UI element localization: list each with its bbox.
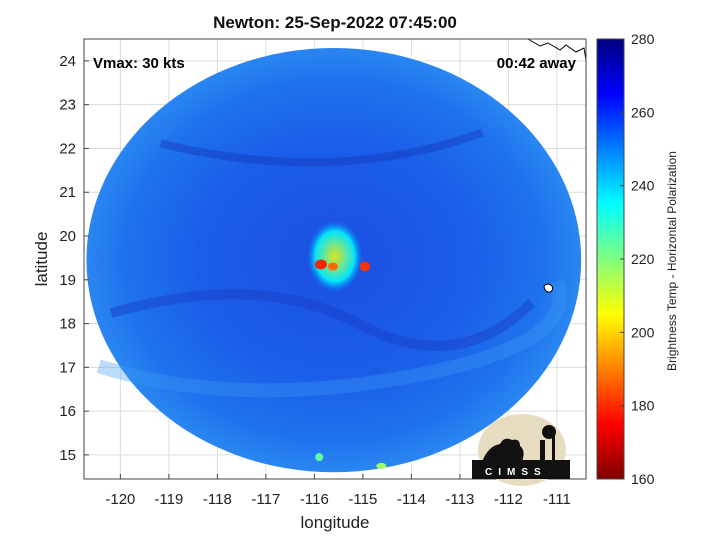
vmax-annotation: Vmax: 30 kts	[93, 55, 185, 72]
storm-core-cell	[327, 262, 338, 271]
storm-core-cell	[359, 261, 370, 272]
colorbar-tick-label: 160	[631, 471, 655, 487]
x-tick-label: -113	[445, 491, 474, 508]
storm-core-cell	[314, 259, 327, 270]
x-tick-label: -111	[543, 491, 571, 508]
colorbar-tick-label: 220	[631, 251, 655, 267]
convective-cell	[315, 453, 324, 462]
swath-texture-band	[159, 129, 484, 167]
y-tick-label: 23	[59, 97, 76, 114]
x-tick-label: -114	[397, 491, 426, 508]
cimss-logo: CIMSS	[472, 414, 570, 486]
colorbar-tick-label: 240	[631, 178, 655, 194]
y-axis-label: latitude	[32, 232, 51, 287]
time-away-annotation: 00:42 away	[497, 55, 577, 72]
x-axis-ticks: -120 -119 -118 -117 -116 -115 -114 -113 -112 -111	[105, 474, 571, 508]
swath-texture-band	[96, 278, 567, 398]
y-tick-label: 20	[59, 228, 76, 245]
logo-text: CIMSS	[485, 467, 547, 478]
coastline	[527, 38, 587, 61]
x-tick-label: -112	[494, 491, 523, 508]
colorbar-label: Brightness Temp - Horizontal Polarizatio…	[665, 151, 679, 371]
x-tick-label: -116	[300, 491, 329, 508]
x-tick-label: -118	[203, 491, 232, 508]
y-tick-label: 16	[59, 403, 76, 420]
colorbar-tick-label: 280	[631, 31, 655, 47]
map-title: Newton: 25-Sep-2022 07:45:00	[213, 13, 457, 32]
y-tick-label: 17	[59, 359, 76, 376]
y-tick-label: 24	[59, 53, 76, 70]
satellite-swath	[86, 47, 582, 473]
y-tick-label: 22	[59, 140, 76, 157]
x-tick-label: -117	[251, 491, 280, 508]
x-tick-label: -115	[348, 491, 377, 508]
x-tick-label: -119	[154, 491, 183, 508]
y-axis-ticks: 15 16 17 18 19 20 21 22 23 24	[59, 53, 89, 464]
x-axis-label: longitude	[300, 513, 369, 532]
colorbar-ticks: 160 180 200 220 240 260 280	[620, 31, 655, 487]
swath-texture-band	[109, 289, 536, 351]
colorbar-gradient	[596, 38, 625, 480]
island-outline	[543, 283, 554, 293]
colorbar-tick-label: 200	[631, 324, 655, 340]
convective-cell	[376, 462, 387, 469]
x-tick-label: -120	[105, 491, 135, 508]
plot-frame	[83, 38, 587, 480]
storm-convection	[306, 220, 370, 293]
y-tick-label: 19	[59, 272, 76, 289]
y-tick-label: 18	[59, 316, 76, 333]
colorbar-tick-label: 180	[631, 398, 655, 414]
storm-halo	[306, 220, 363, 293]
y-tick-label: 15	[59, 447, 76, 464]
colorbar-tick-label: 260	[631, 104, 655, 120]
colorbar: 160 180 200 220 240 260 280 Brightness Temp - …	[596, 31, 679, 487]
y-tick-label: 21	[59, 184, 76, 201]
